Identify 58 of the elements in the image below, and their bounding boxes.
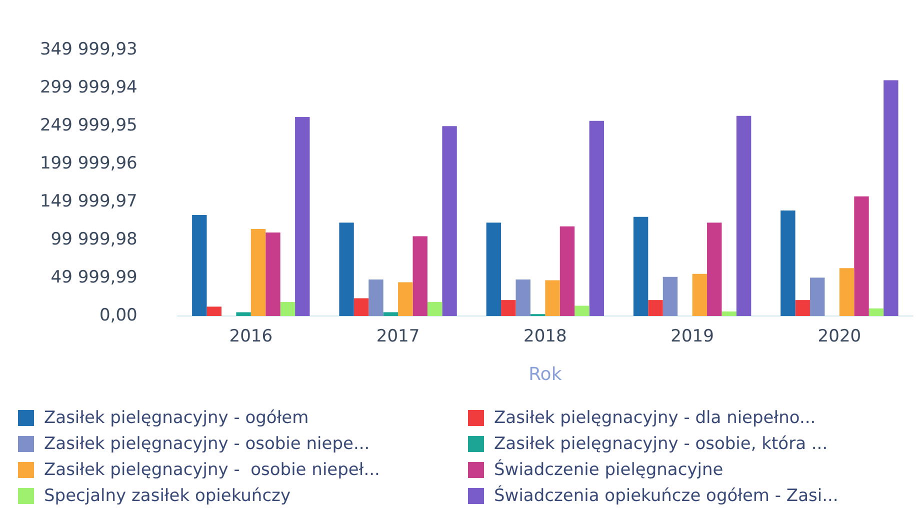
bar bbox=[516, 280, 530, 316]
bar bbox=[250, 229, 266, 316]
bar bbox=[280, 302, 296, 316]
y-tick-label: 99 999,98 bbox=[50, 229, 138, 250]
bar bbox=[545, 280, 560, 316]
bar bbox=[442, 126, 457, 316]
bar bbox=[501, 300, 516, 316]
bar bbox=[884, 80, 898, 316]
bar bbox=[633, 216, 648, 316]
bar bbox=[868, 308, 884, 316]
bar bbox=[192, 214, 207, 316]
legend-label: Świadczenie pielęgnacyjne bbox=[494, 460, 724, 480]
bar bbox=[722, 311, 736, 316]
bar bbox=[560, 226, 575, 316]
x-tick-label: 2017 bbox=[376, 326, 420, 347]
y-tick-label: 349 999,93 bbox=[40, 40, 138, 60]
bar bbox=[354, 298, 369, 316]
y-tick-label: 249 999,95 bbox=[40, 116, 138, 136]
legend-label: Zasiłek pielęgnacyjny - osobie niepe... bbox=[44, 434, 370, 454]
bar bbox=[206, 306, 222, 316]
bar bbox=[412, 236, 428, 316]
bar bbox=[810, 278, 825, 316]
bar bbox=[295, 117, 310, 316]
legend-label: Zasiłek pielęgnacyjny - dla niepełno... bbox=[494, 408, 816, 428]
y-tick-label: 149 999,97 bbox=[40, 192, 138, 212]
y-tick-label: 299 999,94 bbox=[40, 78, 138, 98]
legend-label: Specjalny zasiłek opiekuńczy bbox=[44, 486, 291, 506]
bar bbox=[854, 196, 869, 316]
x-tick-label: 2018 bbox=[524, 326, 567, 347]
legend-label: Zasiłek pielęgnacyjny - osobie, która ... bbox=[494, 434, 828, 454]
bar bbox=[736, 116, 752, 316]
bar bbox=[486, 222, 502, 316]
bar bbox=[236, 312, 251, 316]
y-tick-label: 199 999,96 bbox=[40, 154, 138, 174]
bar bbox=[648, 300, 663, 316]
bar bbox=[427, 302, 442, 316]
x-tick-label: 2020 bbox=[818, 326, 862, 347]
bar bbox=[839, 268, 854, 316]
bar bbox=[780, 210, 796, 316]
legend-label: Świadczenia opiekuńcze ogółem - Zasi... bbox=[494, 486, 838, 506]
bar bbox=[574, 306, 590, 316]
bar bbox=[662, 276, 678, 316]
x-tick-label: 2016 bbox=[229, 326, 273, 347]
legend-label: Zasiłek pielęgnacyjny - ogółem bbox=[44, 408, 309, 428]
y-tick-label: 0,00 bbox=[99, 305, 138, 326]
y-tick-label: 49 999,99 bbox=[50, 267, 138, 288]
legend-label: Zasiłek pielęgnacyjny - osobie niepeł... bbox=[44, 460, 380, 480]
bar bbox=[398, 282, 413, 316]
bar bbox=[383, 312, 398, 316]
bar bbox=[339, 222, 354, 316]
bar bbox=[692, 274, 708, 316]
bar bbox=[795, 300, 810, 316]
bar bbox=[707, 222, 722, 316]
bar bbox=[589, 120, 604, 316]
bar bbox=[368, 280, 384, 316]
x-axis-title: Rok bbox=[528, 364, 562, 385]
bar bbox=[266, 232, 280, 316]
x-tick-label: 2019 bbox=[670, 326, 714, 347]
